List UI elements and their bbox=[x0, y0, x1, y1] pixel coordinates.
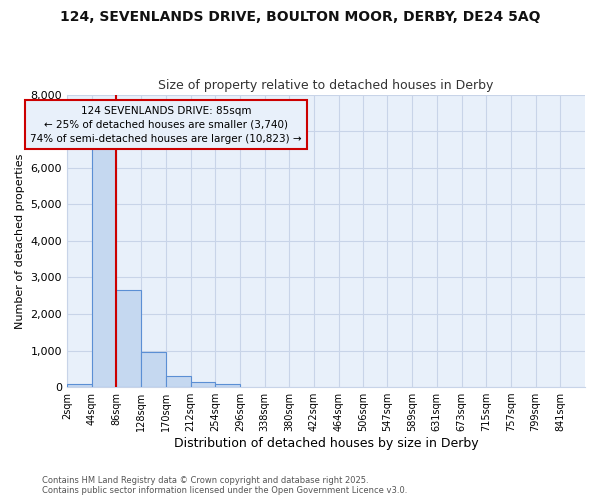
X-axis label: Distribution of detached houses by size in Derby: Distribution of detached houses by size … bbox=[174, 437, 478, 450]
Bar bbox=[92, 144, 116, 387]
Bar bbox=[141, 352, 166, 387]
Bar bbox=[166, 376, 191, 387]
Bar bbox=[116, 290, 141, 387]
Y-axis label: Number of detached properties: Number of detached properties bbox=[15, 153, 25, 328]
Title: Size of property relative to detached houses in Derby: Size of property relative to detached ho… bbox=[158, 79, 494, 92]
Bar bbox=[215, 384, 240, 387]
Bar bbox=[67, 384, 92, 387]
Text: 124, SEVENLANDS DRIVE, BOULTON MOOR, DERBY, DE24 5AQ: 124, SEVENLANDS DRIVE, BOULTON MOOR, DER… bbox=[60, 10, 540, 24]
Text: Contains HM Land Registry data © Crown copyright and database right 2025.
Contai: Contains HM Land Registry data © Crown c… bbox=[42, 476, 407, 495]
Bar bbox=[191, 382, 215, 387]
Text: 124 SEVENLANDS DRIVE: 85sqm
← 25% of detached houses are smaller (3,740)
74% of : 124 SEVENLANDS DRIVE: 85sqm ← 25% of det… bbox=[30, 106, 302, 144]
